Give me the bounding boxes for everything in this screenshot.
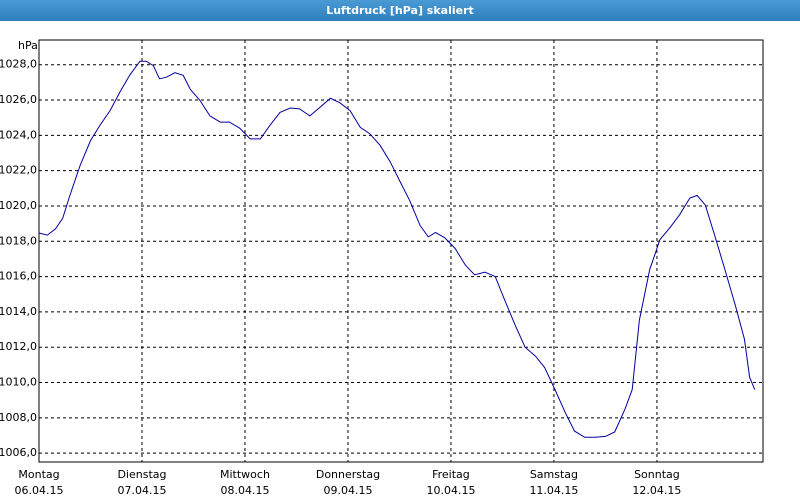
x-tick-label: Samstag [530,468,578,481]
y-tick-label: 1026,0 [0,93,37,106]
x-tick-date: 08.04.15 [220,484,269,497]
y-tick-label: 1024,0 [0,128,37,141]
y-axis-label: hPa [18,39,38,52]
x-tick-date: 09.04.15 [323,484,372,497]
x-tick-label: Sonntag [634,468,680,481]
y-tick-label: 1008,0 [0,411,37,424]
x-tick-date: 07.04.15 [117,484,166,497]
y-tick-label: 1028,0 [0,58,37,71]
x-tick-date: 11.04.15 [529,484,578,497]
plot-border [38,39,764,463]
data-line [38,60,756,438]
x-tick-date: 10.04.15 [426,484,475,497]
chart-title: Luftdruck [hPa] skaliert [0,0,800,21]
y-tick-label: 1022,0 [0,164,37,177]
x-tick-date: 06.04.15 [15,484,64,497]
y-tick-label: 1006,0 [0,446,37,459]
y-tick-label: 1020,0 [0,199,37,212]
x-tick-label: Dienstag [117,468,166,481]
y-tick-label: 1012,0 [0,340,37,353]
y-tick-label: 1016,0 [0,270,37,283]
x-tick-label: Donnerstag [316,468,380,481]
y-tick-label: 1018,0 [0,234,37,247]
x-tick-label: Freitag [432,468,470,481]
x-tick-label: Montag [18,468,59,481]
x-tick-date: 12.04.15 [632,484,681,497]
y-tick-label: 1010,0 [0,376,37,389]
x-tick-label: Mittwoch [220,468,270,481]
y-tick-label: 1014,0 [0,305,37,318]
